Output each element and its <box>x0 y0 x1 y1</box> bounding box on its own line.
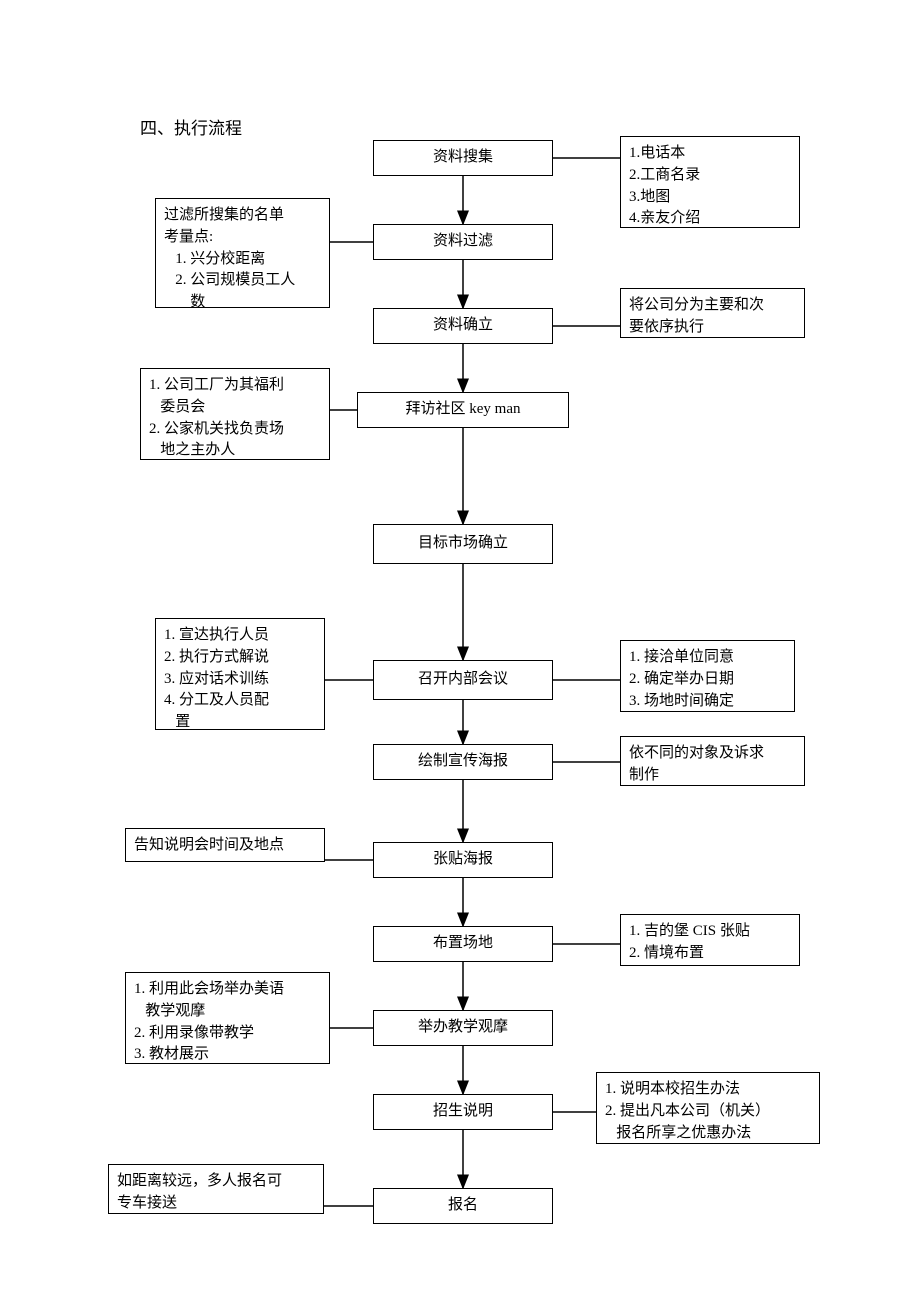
annotation-a7: 依不同的对象及诉求 制作 <box>620 736 805 786</box>
annotation-a3: 将公司分为主要和次 要依序执行 <box>620 288 805 338</box>
annotation-a10: 1. 利用此会场举办美语 教学观摩 2. 利用录像带教学 3. 教材展示 <box>125 972 330 1064</box>
annotation-a9: 1. 吉的堡 CIS 张贴 2. 情境布置 <box>620 914 800 966</box>
flow-node-n7: 绘制宣传海报 <box>373 744 553 780</box>
annotation-a4: 1. 公司工厂为其福利 委员会 2. 公家机关找负责场 地之主办人 <box>140 368 330 460</box>
flow-node-n4: 拜访社区 key man <box>357 392 569 428</box>
annotation-a11: 1. 说明本校招生办法 2. 提出凡本公司（机关） 报名所享之优惠办法 <box>596 1072 820 1144</box>
annotation-a1: 1.电话本 2.工商名录 3.地图 4.亲友介绍 <box>620 136 800 228</box>
flow-node-n2: 资料过滤 <box>373 224 553 260</box>
flow-node-n8: 张贴海报 <box>373 842 553 878</box>
flow-node-n3: 资料确立 <box>373 308 553 344</box>
annotation-a6: 1. 接洽单位同意 2. 确定举办日期 3. 场地时间确定 <box>620 640 795 712</box>
annotation-a5: 1. 宣达执行人员 2. 执行方式解说 3. 应对话术训练 4. 分工及人员配 … <box>155 618 325 730</box>
flow-node-n6: 召开内部会议 <box>373 660 553 700</box>
annotation-a2: 过滤所搜集的名单 考量点: 1. 兴分校距离 2. 公司规模员工人 数 <box>155 198 330 308</box>
annotation-a12: 如距离较远，多人报名可 专车接送 <box>108 1164 324 1214</box>
flow-node-n1: 资料搜集 <box>373 140 553 176</box>
flow-node-n10: 举办教学观摩 <box>373 1010 553 1046</box>
flowchart-canvas: 四、执行流程 资料搜集资料过滤资料确立拜访社区 key man 目标市场确立召开内… <box>0 0 920 1302</box>
flow-node-n5: 目标市场确立 <box>373 524 553 564</box>
section-title: 四、执行流程 <box>140 118 242 140</box>
flow-node-n11: 招生说明 <box>373 1094 553 1130</box>
flow-node-n9: 布置场地 <box>373 926 553 962</box>
flow-node-n12: 报名 <box>373 1188 553 1224</box>
annotation-a8: 告知说明会时间及地点 <box>125 828 325 862</box>
